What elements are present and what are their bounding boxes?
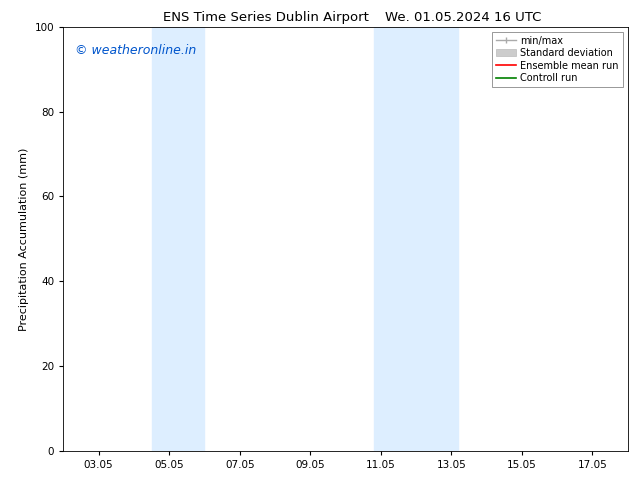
Legend: min/max, Standard deviation, Ensemble mean run, Controll run: min/max, Standard deviation, Ensemble me… [492,32,623,87]
Bar [152,27,204,451]
Text: We. 01.05.2024 16 UTC: We. 01.05.2024 16 UTC [385,11,541,24]
Bar [374,27,458,451]
Y-axis label: Precipitation Accumulation (mm): Precipitation Accumulation (mm) [19,147,29,331]
Text: © weatheronline.in: © weatheronline.in [75,44,196,57]
Text: ENS Time Series Dublin Airport: ENS Time Series Dublin Airport [164,11,369,24]
